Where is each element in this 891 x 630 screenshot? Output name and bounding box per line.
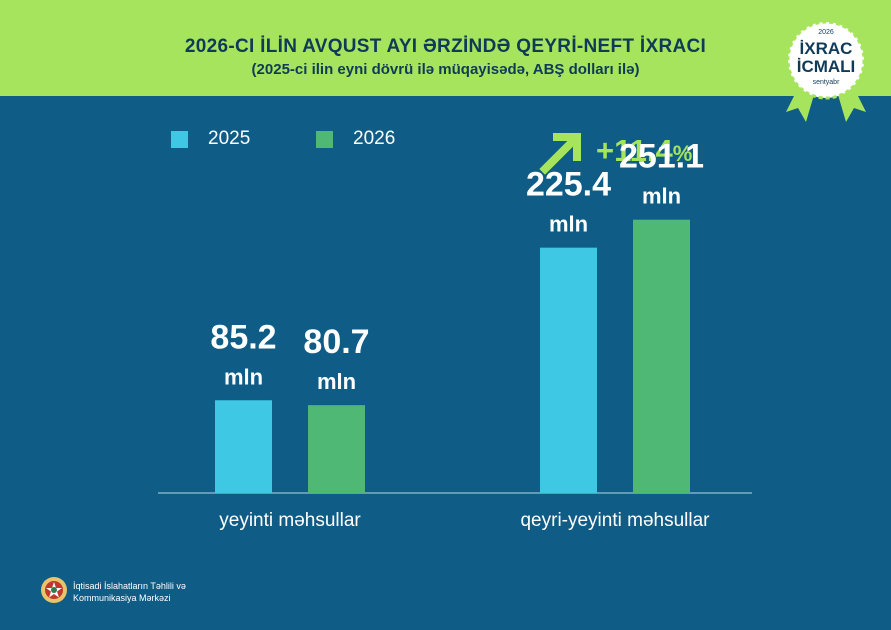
emblem-logo: [41, 577, 67, 603]
category-label: qeyri-yeyinti məhsullar: [520, 510, 710, 531]
bar-2025-food: [215, 400, 272, 493]
page-subtitle: (2025-ci ilin eyni dövrü ilə müqayisədə,…: [251, 61, 640, 78]
badge-circle: [786, 20, 866, 100]
footer-line-2: Kommunikasiya Mərkəzi: [73, 593, 171, 603]
growth-unit: %: [672, 141, 693, 166]
data-label-value: 85.2: [210, 318, 276, 356]
header-band: 2026-CI İLİN AVQUST AYI ƏRZİNDƏ QEYRİ-NE…: [0, 0, 891, 96]
data-label-unit: mln: [317, 369, 356, 394]
legend-item-2026: 2026: [316, 128, 395, 150]
badge-line1: İXRAC: [800, 39, 853, 58]
legend-swatch-2026: [316, 130, 333, 148]
footer-organization: İqtisadi İslahatların Təhlili və Kommuni…: [73, 580, 213, 604]
data-label-value: 80.7: [303, 323, 369, 361]
legend-swatch-2025: [171, 130, 188, 148]
bar-2025-nonfood: [540, 247, 597, 493]
badge-line2: İCMALI: [797, 57, 856, 76]
bar-2026-nonfood: [633, 219, 690, 493]
page-title: 2026-CI İLİN AVQUST AYI ƏRZİNDƏ QEYRİ-NE…: [184, 36, 707, 57]
growth-number: +11.4: [596, 133, 673, 168]
footer-line-1: İqtisadi İslahatların Təhlili və: [73, 581, 186, 591]
bar-2026-food: [308, 405, 365, 493]
category-label: yeyinti məhsullar: [219, 510, 361, 531]
data-label-value: 225.4: [526, 166, 611, 204]
legend-label-2025: 2025: [208, 128, 251, 149]
data-label-value: 251.1: [619, 138, 704, 176]
data-label-unit: mln: [549, 212, 588, 237]
badge-year: 2026: [818, 29, 834, 36]
data-label-unit: mln: [642, 184, 681, 209]
data-label-unit: mln: [224, 364, 263, 389]
badge-month: sentyabr: [813, 79, 841, 86]
legend-item-2025: 2025: [171, 128, 250, 150]
legend-label-2026: 2026: [353, 128, 396, 149]
growth-value: +11.4%: [596, 133, 692, 169]
arrow-up-right-icon: [539, 133, 581, 175]
badge-emblem: 2026 İXRAC İCMALI sentyabr: [786, 20, 866, 122]
